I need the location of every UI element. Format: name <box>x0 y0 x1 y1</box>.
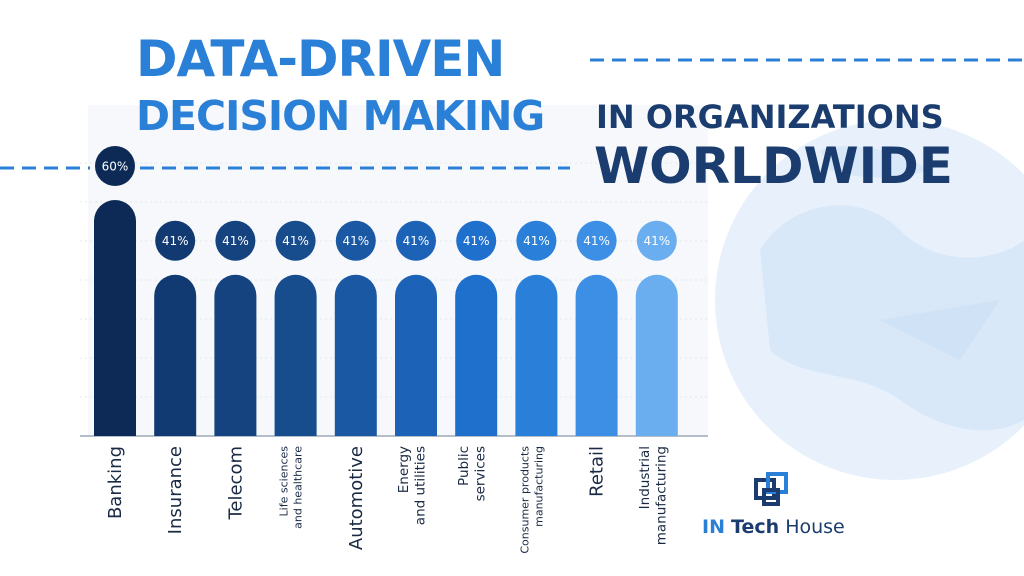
category-label: Telecom <box>225 446 246 521</box>
bar <box>635 274 678 436</box>
category-label: Retail <box>587 446 608 497</box>
category-label-line: and healthcare <box>292 446 305 529</box>
title-line-1: DATA-DRIVEN <box>136 30 505 88</box>
category-label: Automotive <box>346 446 367 550</box>
title-line-3: IN ORGANIZATIONS <box>596 98 944 136</box>
data-label: 41% <box>342 234 369 248</box>
category-label: Industrial manufacturing <box>637 446 670 545</box>
data-label: 41% <box>222 234 249 248</box>
data-label-badge <box>516 220 557 261</box>
data-label: 41% <box>643 234 670 248</box>
data-labels: 60% 41% 41% 41% 41% 41% 41% 41% 41% 41% <box>95 146 677 261</box>
category-label-line: Retail <box>587 446 608 497</box>
category-label-line: Banking <box>105 446 126 519</box>
data-label: 41% <box>162 234 189 248</box>
category-label-line: Telecom <box>225 446 246 521</box>
bar <box>94 200 136 436</box>
logo-mark-icon <box>754 472 788 506</box>
bar <box>334 274 377 436</box>
category-label-line: and utilities <box>413 446 429 525</box>
data-label-badge <box>155 220 196 261</box>
data-label-badge <box>275 220 316 261</box>
title-line-4: WORLDWIDE <box>594 137 953 195</box>
category-label-line: manufacturing <box>532 446 545 527</box>
data-label: 60% <box>102 160 129 174</box>
globe-icon <box>715 120 1024 480</box>
category-label-line: Industrial <box>637 446 653 509</box>
category-label-line: Public <box>456 446 472 486</box>
data-label: 41% <box>403 234 430 248</box>
data-label-badge <box>456 220 497 261</box>
category-label-line: services <box>473 446 489 501</box>
category-label: Banking <box>105 446 126 519</box>
data-label: 41% <box>583 234 610 248</box>
data-label: 41% <box>463 234 490 248</box>
bar <box>274 274 317 436</box>
logo-text-part2: Tech <box>731 516 780 538</box>
category-label-line: Consumer products <box>518 446 531 554</box>
category-label: Life sciences and healthcare <box>278 446 305 529</box>
data-label: 41% <box>523 234 550 248</box>
bar <box>575 274 618 436</box>
data-label-badge <box>215 220 256 261</box>
category-label: Consumer products manufacturing <box>518 446 545 554</box>
category-label-line: Energy <box>396 446 412 493</box>
data-label-badge <box>396 220 436 261</box>
category-label-line: Insurance <box>165 446 186 534</box>
category-label: Insurance <box>165 446 186 534</box>
bar-series <box>94 200 678 436</box>
data-label: 41% <box>282 234 309 248</box>
logo-text-part3: House <box>785 516 845 538</box>
category-label: Energy and utilities <box>396 446 429 525</box>
category-label-line: Automotive <box>346 446 367 550</box>
logo-text: IN Tech House <box>702 516 845 538</box>
bar <box>395 274 437 436</box>
title-line-2: DECISION MAKING <box>136 92 545 140</box>
data-label-badge <box>95 146 135 186</box>
category-label-line: manufacturing <box>653 446 669 545</box>
logo-text-part1: IN <box>702 516 725 538</box>
category-label-line: Life sciences <box>278 446 291 517</box>
category-labels: Banking Insurance Telecom Life sciences and … <box>105 446 669 554</box>
category-label: Public services <box>456 446 489 501</box>
bar <box>214 274 257 436</box>
bar <box>455 274 498 436</box>
data-label-badge <box>636 220 677 261</box>
bar <box>515 274 558 436</box>
data-label-badge <box>576 220 617 261</box>
bar <box>154 274 197 436</box>
data-label-badge <box>335 220 376 261</box>
